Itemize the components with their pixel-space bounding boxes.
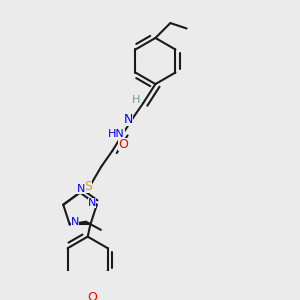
- Text: O: O: [88, 291, 98, 300]
- Text: S: S: [84, 180, 92, 193]
- Text: HN: HN: [108, 129, 125, 139]
- Text: H: H: [132, 95, 141, 105]
- Text: N: N: [88, 198, 96, 208]
- Text: N: N: [71, 217, 79, 227]
- Text: N: N: [123, 113, 133, 126]
- Text: O: O: [118, 138, 128, 151]
- Text: N: N: [76, 184, 85, 194]
